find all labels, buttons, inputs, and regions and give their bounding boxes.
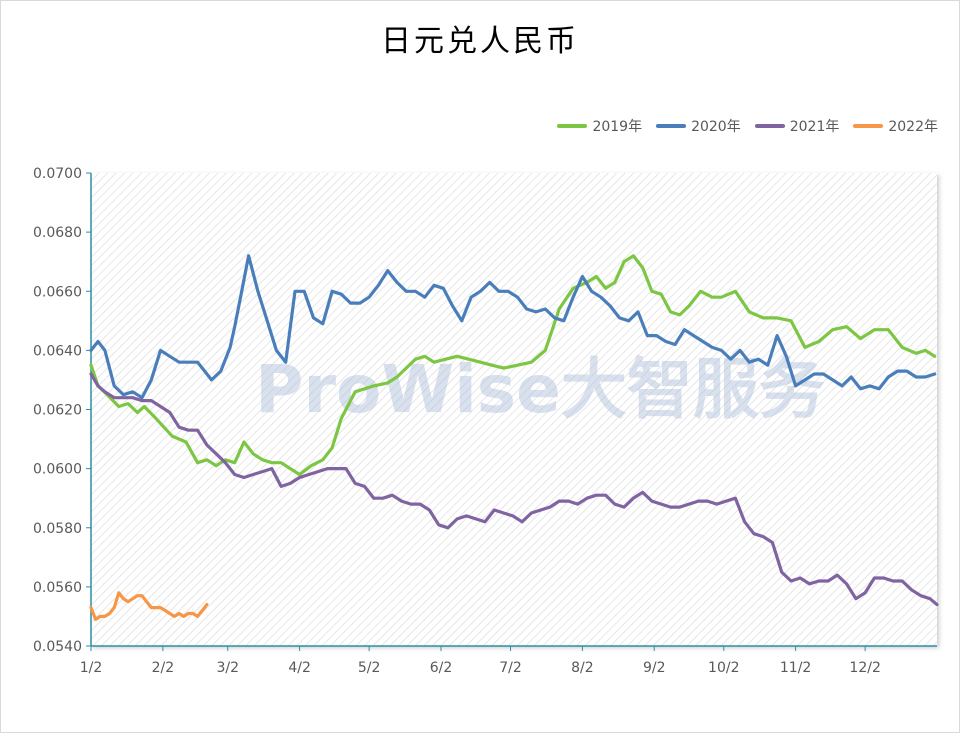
- legend-swatch: [656, 124, 687, 128]
- x-tick-label: 12/2: [849, 660, 880, 676]
- x-tick-label: 8/2: [571, 660, 594, 676]
- y-tick-label: 0.0620: [33, 403, 82, 419]
- x-tick-label: 10/2: [708, 660, 739, 676]
- x-tick-label: 1/2: [80, 660, 103, 676]
- series-line-2: [89, 372, 939, 607]
- legend-label: 2021年: [789, 119, 840, 135]
- x-tick-label: 6/2: [430, 660, 453, 676]
- y-tick-label: 0.0560: [33, 580, 82, 596]
- watermark-text: ProWise大智服务: [255, 351, 825, 428]
- y-tick-label: 0.0640: [33, 343, 82, 359]
- y-tick-label: 0.0660: [33, 284, 82, 300]
- series-line-3: [89, 591, 209, 622]
- legend: 2019年 2020年 2021年 2022年: [557, 116, 938, 136]
- legend-item: 2021年: [754, 116, 840, 136]
- y-tick-label: 0.0700: [33, 166, 82, 182]
- x-tick-label: 9/2: [643, 660, 666, 676]
- legend-label: 2022年: [888, 119, 938, 135]
- legend-item: 2020年: [656, 116, 741, 136]
- x-tick-label: 7/2: [499, 660, 522, 676]
- y-tick-label: 0.0580: [33, 521, 82, 537]
- legend-item: 2022年: [853, 116, 938, 136]
- chart-title: 日元兑人民币: [381, 24, 579, 59]
- x-tick-label: 2/2: [152, 660, 175, 676]
- legend-label: 2019年: [592, 119, 643, 135]
- series-line-1: [89, 254, 937, 400]
- y-tick-label: 0.0540: [33, 639, 82, 655]
- legend-item: 2019年: [557, 116, 642, 136]
- legend-swatch: [557, 124, 588, 128]
- legend-swatch: [853, 124, 884, 128]
- plot-background: [91, 173, 937, 646]
- y-tick-label: 0.0680: [33, 225, 82, 241]
- y-tick-label: 0.0600: [33, 462, 82, 478]
- x-tick-label: 3/2: [216, 660, 239, 676]
- x-tick-label: 11/2: [780, 660, 811, 676]
- legend-label: 2020年: [691, 119, 741, 135]
- x-tick-label: 5/2: [358, 660, 381, 676]
- legend-swatch: [754, 124, 785, 128]
- x-tick-label: 4/2: [288, 660, 311, 676]
